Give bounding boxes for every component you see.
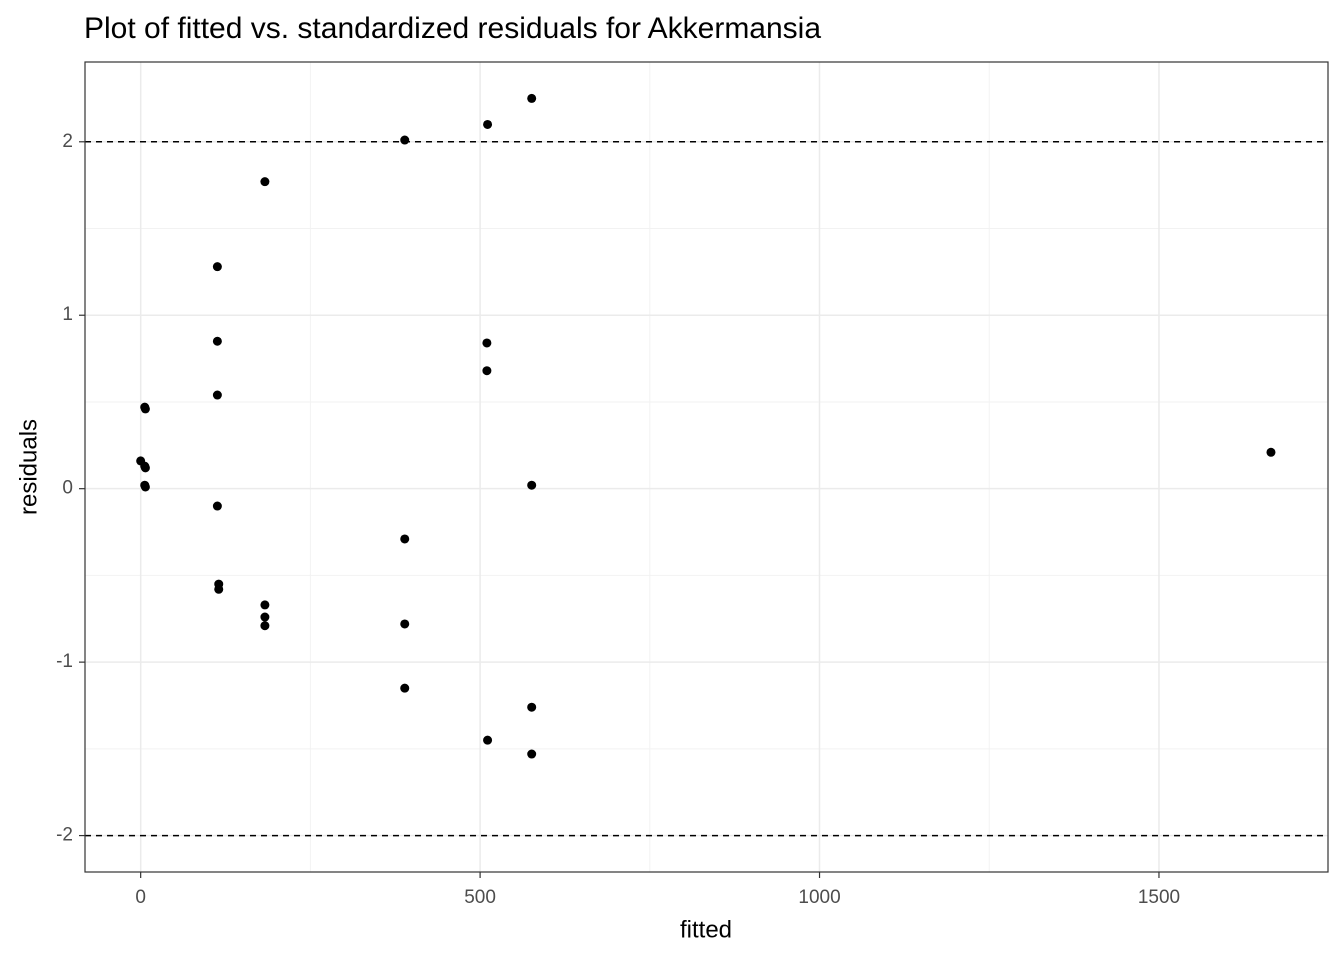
- x-tick-label: 0: [135, 887, 146, 908]
- point: [260, 600, 270, 610]
- point: [260, 612, 270, 622]
- x-axis-title: fitted: [680, 916, 732, 943]
- point: [482, 338, 492, 348]
- chart-title: Plot of fitted vs. standardized residual…: [84, 12, 821, 45]
- point: [212, 262, 222, 272]
- point: [482, 366, 492, 376]
- point: [214, 584, 224, 594]
- point: [483, 119, 493, 129]
- y-axis-title: residuals: [15, 419, 42, 515]
- point: [140, 463, 150, 473]
- point: [527, 480, 537, 490]
- point: [527, 93, 537, 103]
- point: [212, 501, 222, 511]
- point: [400, 619, 410, 629]
- point: [400, 683, 410, 693]
- point: [260, 177, 270, 187]
- point: [483, 735, 493, 745]
- y-tick-label: 2: [62, 131, 73, 152]
- point: [1266, 447, 1276, 457]
- y-tick-label: -1: [56, 651, 73, 672]
- point: [527, 702, 537, 712]
- point: [527, 749, 537, 759]
- point: [212, 390, 222, 400]
- panel-border: [84, 61, 1329, 873]
- point: [400, 534, 410, 544]
- y-tick-label: 1: [62, 304, 73, 325]
- x-tick-label: 1500: [1138, 887, 1180, 908]
- point: [260, 621, 270, 631]
- point: [140, 404, 150, 414]
- point: [400, 135, 410, 145]
- y-tick-label: 0: [62, 478, 73, 499]
- point: [140, 482, 150, 492]
- x-tick-label: 500: [464, 887, 496, 908]
- point: [212, 336, 222, 346]
- x-tick-label: 1000: [798, 887, 840, 908]
- y-tick-label: -2: [56, 825, 73, 846]
